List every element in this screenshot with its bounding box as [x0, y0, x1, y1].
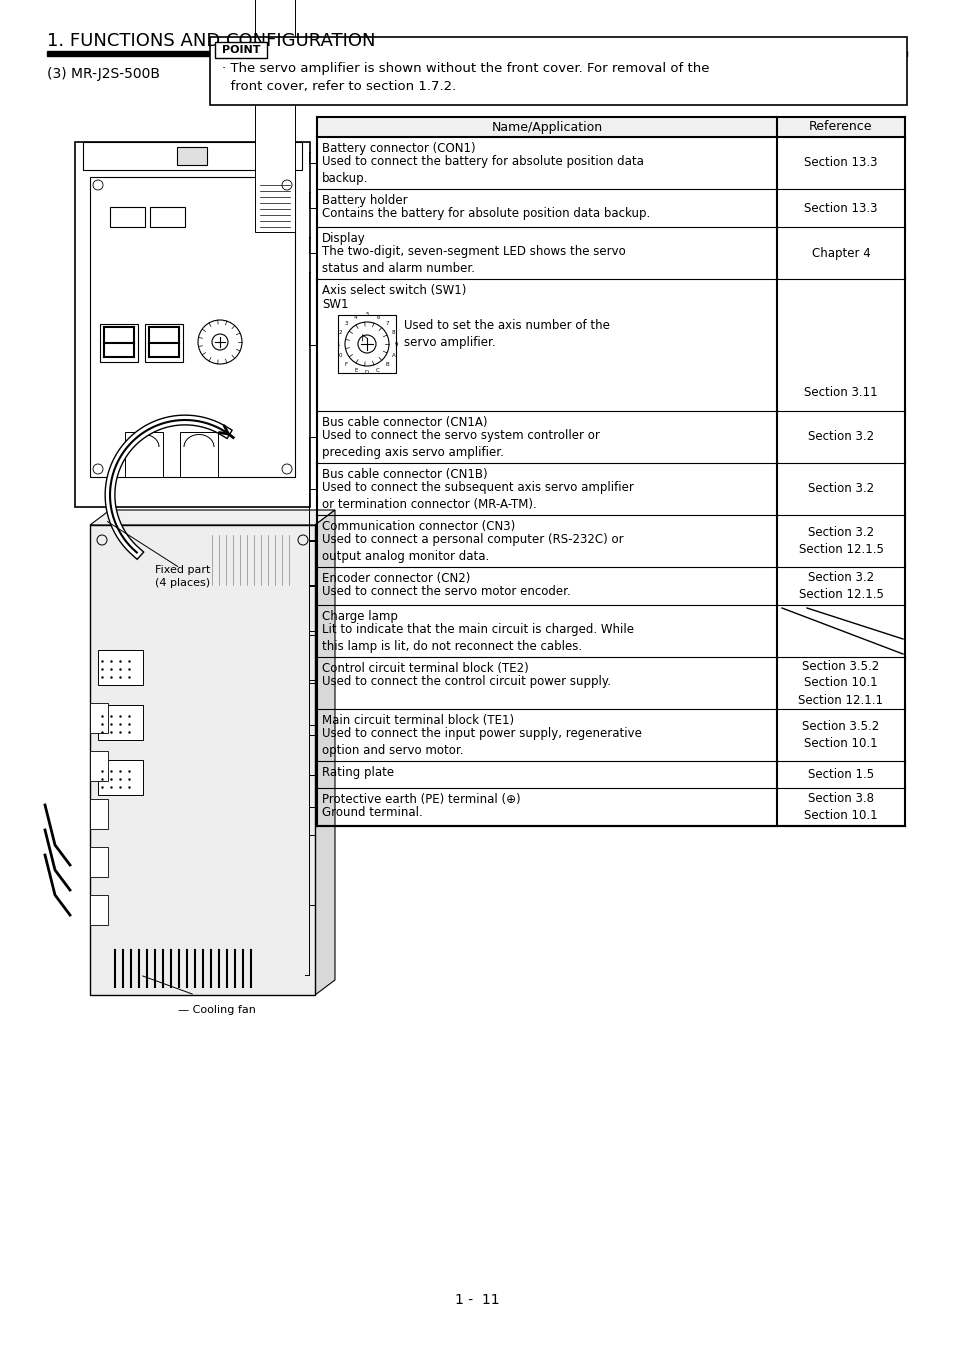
Text: Fixed part: Fixed part	[154, 566, 211, 575]
Text: Communication connector (CN3): Communication connector (CN3)	[322, 520, 515, 533]
Text: Reference: Reference	[808, 120, 872, 134]
Text: (4 places): (4 places)	[154, 578, 210, 589]
Bar	[110, 207, 145, 227]
Text: Protective earth (PE) terminal (⊕): Protective earth (PE) terminal (⊕)	[322, 792, 520, 806]
Bar	[125, 432, 163, 477]
Text: Bus cable connector (CN1B): Bus cable connector (CN1B)	[322, 468, 487, 481]
Polygon shape	[314, 510, 335, 995]
Text: Section 1.5: Section 1.5	[807, 768, 873, 782]
Text: Battery connector (CON1): Battery connector (CON1)	[322, 142, 476, 155]
Text: Section 3.2
Section 12.1.5: Section 3.2 Section 12.1.5	[798, 526, 882, 556]
Text: A: A	[392, 352, 395, 358]
Text: Control circuit terminal block (TE2): Control circuit terminal block (TE2)	[322, 662, 528, 675]
Bar	[145, 324, 183, 362]
Text: Section 13.3: Section 13.3	[803, 157, 877, 170]
Text: C: C	[375, 369, 379, 374]
Text: Section 3.5.2
Section 10.1: Section 3.5.2 Section 10.1	[801, 720, 879, 751]
Text: F: F	[345, 362, 348, 367]
Bar	[254, 0, 294, 232]
Text: 1 -  11: 1 - 11	[455, 1293, 498, 1307]
Text: Used to connect the servo system controller or
preceding axis servo amplifier.: Used to connect the servo system control…	[322, 429, 599, 459]
Text: Section 3.5.2
Section 10.1
Section 12.1.1: Section 3.5.2 Section 10.1 Section 12.1.…	[798, 660, 882, 706]
Text: (3) MR-J2S-500B: (3) MR-J2S-500B	[47, 68, 160, 81]
Text: 9: 9	[394, 342, 397, 347]
Text: Used to connect the battery for absolute position data
backup.: Used to connect the battery for absolute…	[322, 155, 643, 185]
Bar	[98, 760, 143, 795]
Text: front cover, refer to section 1.7.2.: front cover, refer to section 1.7.2.	[222, 80, 456, 93]
Text: Section 3.2: Section 3.2	[807, 431, 873, 444]
Bar	[90, 799, 108, 829]
Bar	[90, 751, 108, 782]
Text: D: D	[364, 370, 369, 375]
Text: Rating plate: Rating plate	[322, 765, 394, 779]
Bar	[180, 432, 218, 477]
Text: Used to connect the servo motor encoder.: Used to connect the servo motor encoder.	[322, 585, 570, 598]
Text: Lit to indicate that the main circuit is charged. While
this lamp is lit, do not: Lit to indicate that the main circuit is…	[322, 622, 634, 653]
Text: Display: Display	[322, 232, 365, 244]
Text: Ground terminal.: Ground terminal.	[322, 806, 422, 819]
Bar	[100, 324, 138, 362]
Text: E: E	[354, 369, 357, 374]
Bar	[98, 649, 143, 684]
Bar	[214, 42, 267, 58]
Text: 5: 5	[365, 312, 369, 317]
Text: Section 3.2: Section 3.2	[807, 482, 873, 495]
Text: 7: 7	[385, 321, 389, 325]
Text: Battery holder: Battery holder	[322, 194, 407, 207]
Bar	[75, 142, 310, 508]
Text: POINT: POINT	[221, 45, 260, 55]
Bar	[210, 36, 906, 105]
Bar	[90, 525, 314, 995]
Text: Used to connect the control circuit power supply.: Used to connect the control circuit powe…	[322, 675, 610, 688]
Text: Used to connect a personal computer (RS-232C) or
output analog monitor data.: Used to connect a personal computer (RS-…	[322, 533, 623, 563]
Text: 4: 4	[354, 315, 357, 320]
Text: Name/Application: Name/Application	[491, 120, 602, 134]
Text: The two-digit, seven-segment LED shows the servo
status and alarm number.: The two-digit, seven-segment LED shows t…	[322, 244, 625, 275]
Text: 6: 6	[375, 315, 379, 320]
Text: Main circuit terminal block (TE1): Main circuit terminal block (TE1)	[322, 714, 514, 728]
Text: · The servo amplifier is shown without the front cover. For removal of the: · The servo amplifier is shown without t…	[222, 62, 709, 76]
Bar	[150, 207, 185, 227]
Text: Encoder connector (CN2): Encoder connector (CN2)	[322, 572, 470, 585]
Text: Used to connect the input power supply, regenerative
option and servo motor.: Used to connect the input power supply, …	[322, 728, 641, 757]
Text: 0: 0	[338, 352, 341, 358]
Bar	[90, 846, 108, 878]
Bar	[90, 895, 108, 925]
Text: 2: 2	[338, 331, 341, 335]
Text: Section 3.2
Section 12.1.5: Section 3.2 Section 12.1.5	[798, 571, 882, 601]
Bar	[98, 705, 143, 740]
Text: — Cooling fan: — Cooling fan	[178, 1004, 255, 1015]
Text: B: B	[385, 362, 389, 367]
Bar	[316, 117, 904, 136]
Bar	[90, 703, 108, 733]
Text: Used to connect the subsequent axis servo amplifier
or termination connector (MR: Used to connect the subsequent axis serv…	[322, 481, 633, 512]
Text: 1: 1	[335, 342, 339, 347]
Bar	[90, 177, 294, 477]
Bar	[83, 142, 302, 170]
Text: 8: 8	[392, 331, 395, 335]
Text: Chapter 4: Chapter 4	[811, 247, 869, 259]
Polygon shape	[90, 510, 335, 525]
Text: Charge lamp: Charge lamp	[322, 610, 397, 622]
Text: SW1: SW1	[322, 298, 348, 311]
Bar	[337, 315, 395, 373]
Text: Section 13.3: Section 13.3	[803, 201, 877, 215]
Text: Section 3.11: Section 3.11	[803, 386, 877, 400]
Text: Used to set the axis number of the
servo amplifier.: Used to set the axis number of the servo…	[403, 319, 609, 350]
Text: 3: 3	[344, 321, 348, 325]
Text: 1. FUNCTIONS AND CONFIGURATION: 1. FUNCTIONS AND CONFIGURATION	[47, 32, 375, 50]
Bar	[177, 147, 207, 165]
Text: Contains the battery for absolute position data backup.: Contains the battery for absolute positi…	[322, 207, 650, 220]
Bar	[47, 51, 906, 55]
Text: Bus cable connector (CN1A): Bus cable connector (CN1A)	[322, 416, 487, 429]
Text: Axis select switch (SW1): Axis select switch (SW1)	[322, 284, 466, 297]
Text: Section 3.8
Section 10.1: Section 3.8 Section 10.1	[803, 792, 877, 822]
